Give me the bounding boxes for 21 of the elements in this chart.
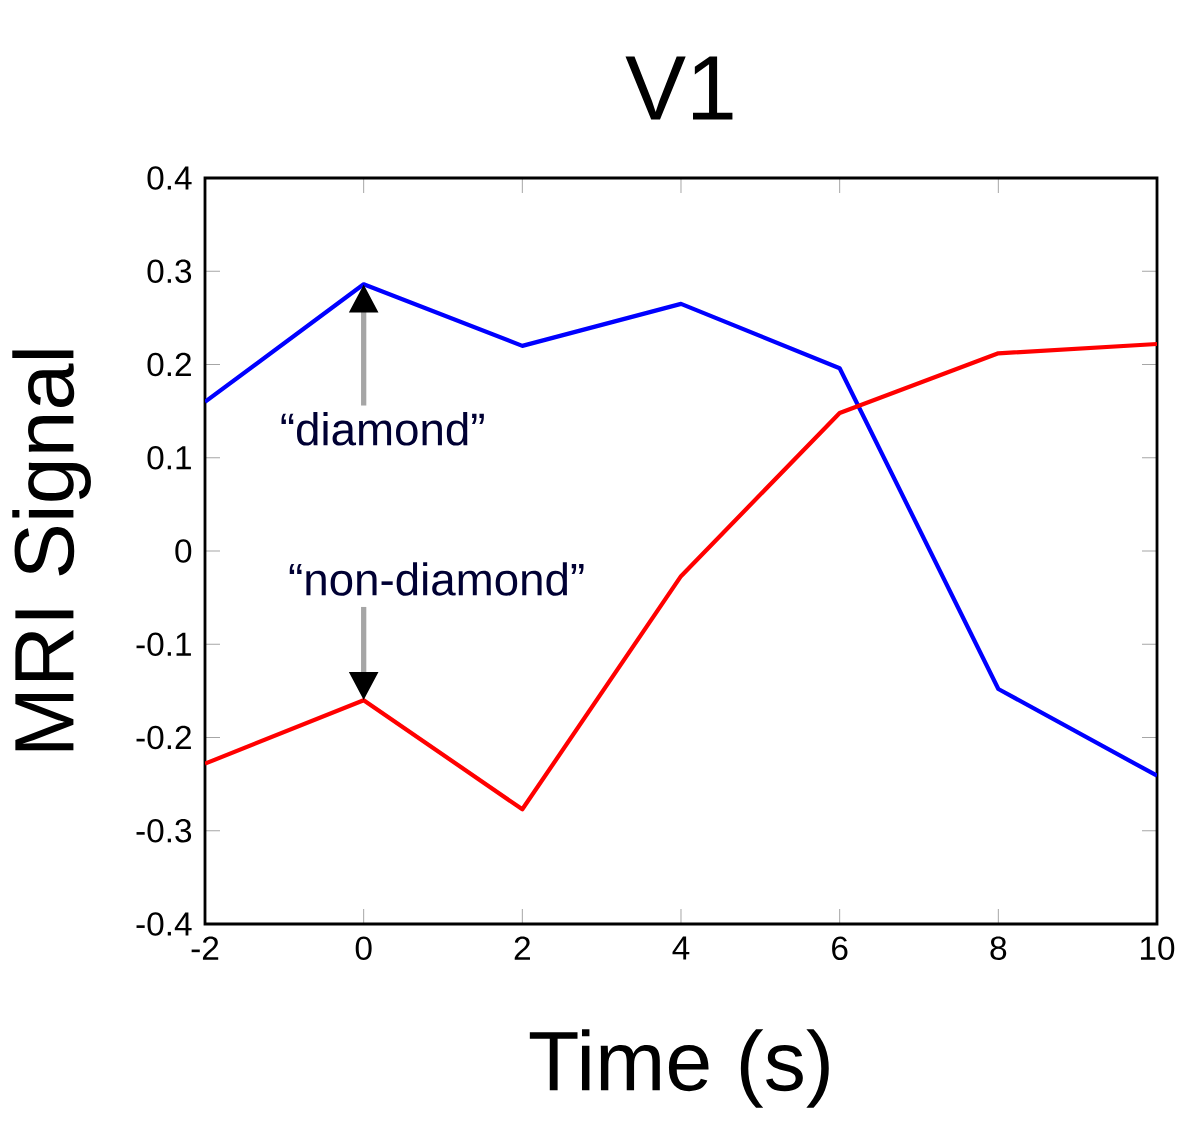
- y-tick-label: 0.1: [147, 445, 191, 470]
- x-tick-label: 10: [1140, 936, 1175, 961]
- x-tick-label: 8: [990, 936, 1007, 961]
- y-tick-label: -0.1: [136, 632, 191, 657]
- x-tick-label: 0: [355, 936, 372, 961]
- x-tick-label: 4: [672, 936, 690, 960]
- annotation: “diamond”: [281, 412, 484, 446]
- chart-title: V1: [625, 56, 733, 120]
- y-tick-label: -0.4: [136, 912, 192, 936]
- x-axis-title: Time (s): [529, 1029, 829, 1108]
- y-tick-label: -0.2: [136, 725, 191, 750]
- y-tick-label: 0.3: [147, 259, 192, 284]
- y-tick-label: 0.2: [147, 352, 191, 377]
- x-tick-label: -2: [191, 936, 219, 960]
- annotation: “non-diamond”: [289, 562, 584, 596]
- y-axis-title: MRI Signal: [12, 350, 91, 751]
- y-tick-label: 0: [175, 539, 192, 563]
- y-tick-label: 0.4: [147, 166, 192, 190]
- y-tick-label: -0.3: [136, 818, 192, 843]
- x-tick-label: 6: [832, 936, 848, 961]
- x-tick-label: 2: [514, 936, 530, 960]
